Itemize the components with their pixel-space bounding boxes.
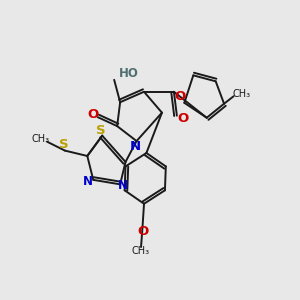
Text: CH₃: CH₃ xyxy=(233,89,251,99)
Text: N: N xyxy=(83,175,93,188)
Text: HO: HO xyxy=(119,68,139,80)
Text: CH₃: CH₃ xyxy=(132,246,150,256)
Text: O: O xyxy=(137,225,148,238)
Text: O: O xyxy=(177,112,188,124)
Text: S: S xyxy=(59,138,69,151)
Text: O: O xyxy=(88,108,99,121)
Text: CH₃: CH₃ xyxy=(31,134,50,144)
Text: N: N xyxy=(118,179,128,192)
Text: O: O xyxy=(174,90,185,103)
Text: N: N xyxy=(130,140,141,153)
Text: S: S xyxy=(96,124,106,137)
